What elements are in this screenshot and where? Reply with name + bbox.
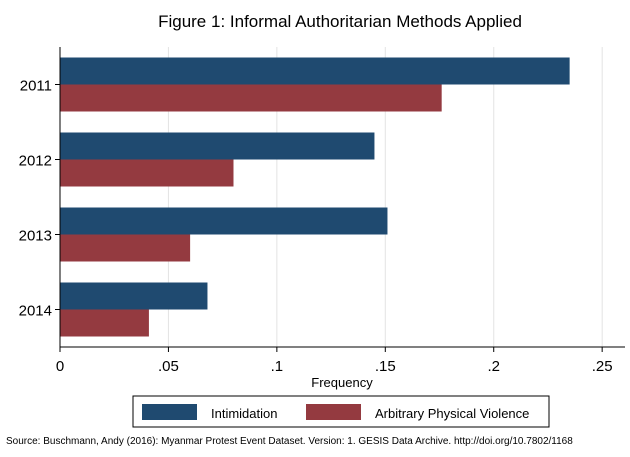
bar-2012-arbitrary-physical-violence <box>60 159 234 187</box>
chart-title: Figure 1: Informal Authoritarian Methods… <box>158 12 522 31</box>
bar-2014-arbitrary-physical-violence <box>60 309 149 337</box>
x-tick-label: .25 <box>592 358 613 375</box>
x-axis-label: Frequency <box>311 375 373 390</box>
source-note: Source: Buschmann, Andy (2016): Myanmar … <box>6 436 573 447</box>
legend-label-arbitrary-physical-violence: Arbitrary Physical Violence <box>375 406 529 421</box>
x-tick-labels: 0 .05 .1 .15 .2 .25 <box>56 347 613 375</box>
x-tick-label: .2 <box>487 358 500 375</box>
bar-2012-intimidation <box>60 132 375 160</box>
x-tick-label: .1 <box>271 358 284 375</box>
bar-2014-intimidation <box>60 282 208 310</box>
bar-2011-intimidation <box>60 57 570 85</box>
bar-2013-arbitrary-physical-violence <box>60 234 191 262</box>
x-tick-label: .15 <box>375 358 396 375</box>
y-tick-label-2012: 2012 <box>19 153 52 170</box>
y-tick-labels: 2011 2012 2013 2014 <box>19 78 60 320</box>
y-tick-label-2013: 2013 <box>19 228 52 245</box>
axes <box>59 47 625 348</box>
legend-swatch-arbitrary-physical-violence <box>306 404 361 420</box>
bars <box>60 57 570 337</box>
x-tick-label: .05 <box>158 358 179 375</box>
x-tick-label: 0 <box>56 358 64 375</box>
y-tick-label-2011: 2011 <box>20 78 52 95</box>
legend: Intimidation Arbitrary Physical Violence <box>132 395 550 428</box>
bar-2011-arbitrary-physical-violence <box>60 84 442 112</box>
legend-label-intimidation: Intimidation <box>211 406 277 421</box>
bar-2013-intimidation <box>60 207 388 235</box>
legend-swatch-intimidation <box>142 404 197 420</box>
y-tick-label-2014: 2014 <box>19 303 52 320</box>
